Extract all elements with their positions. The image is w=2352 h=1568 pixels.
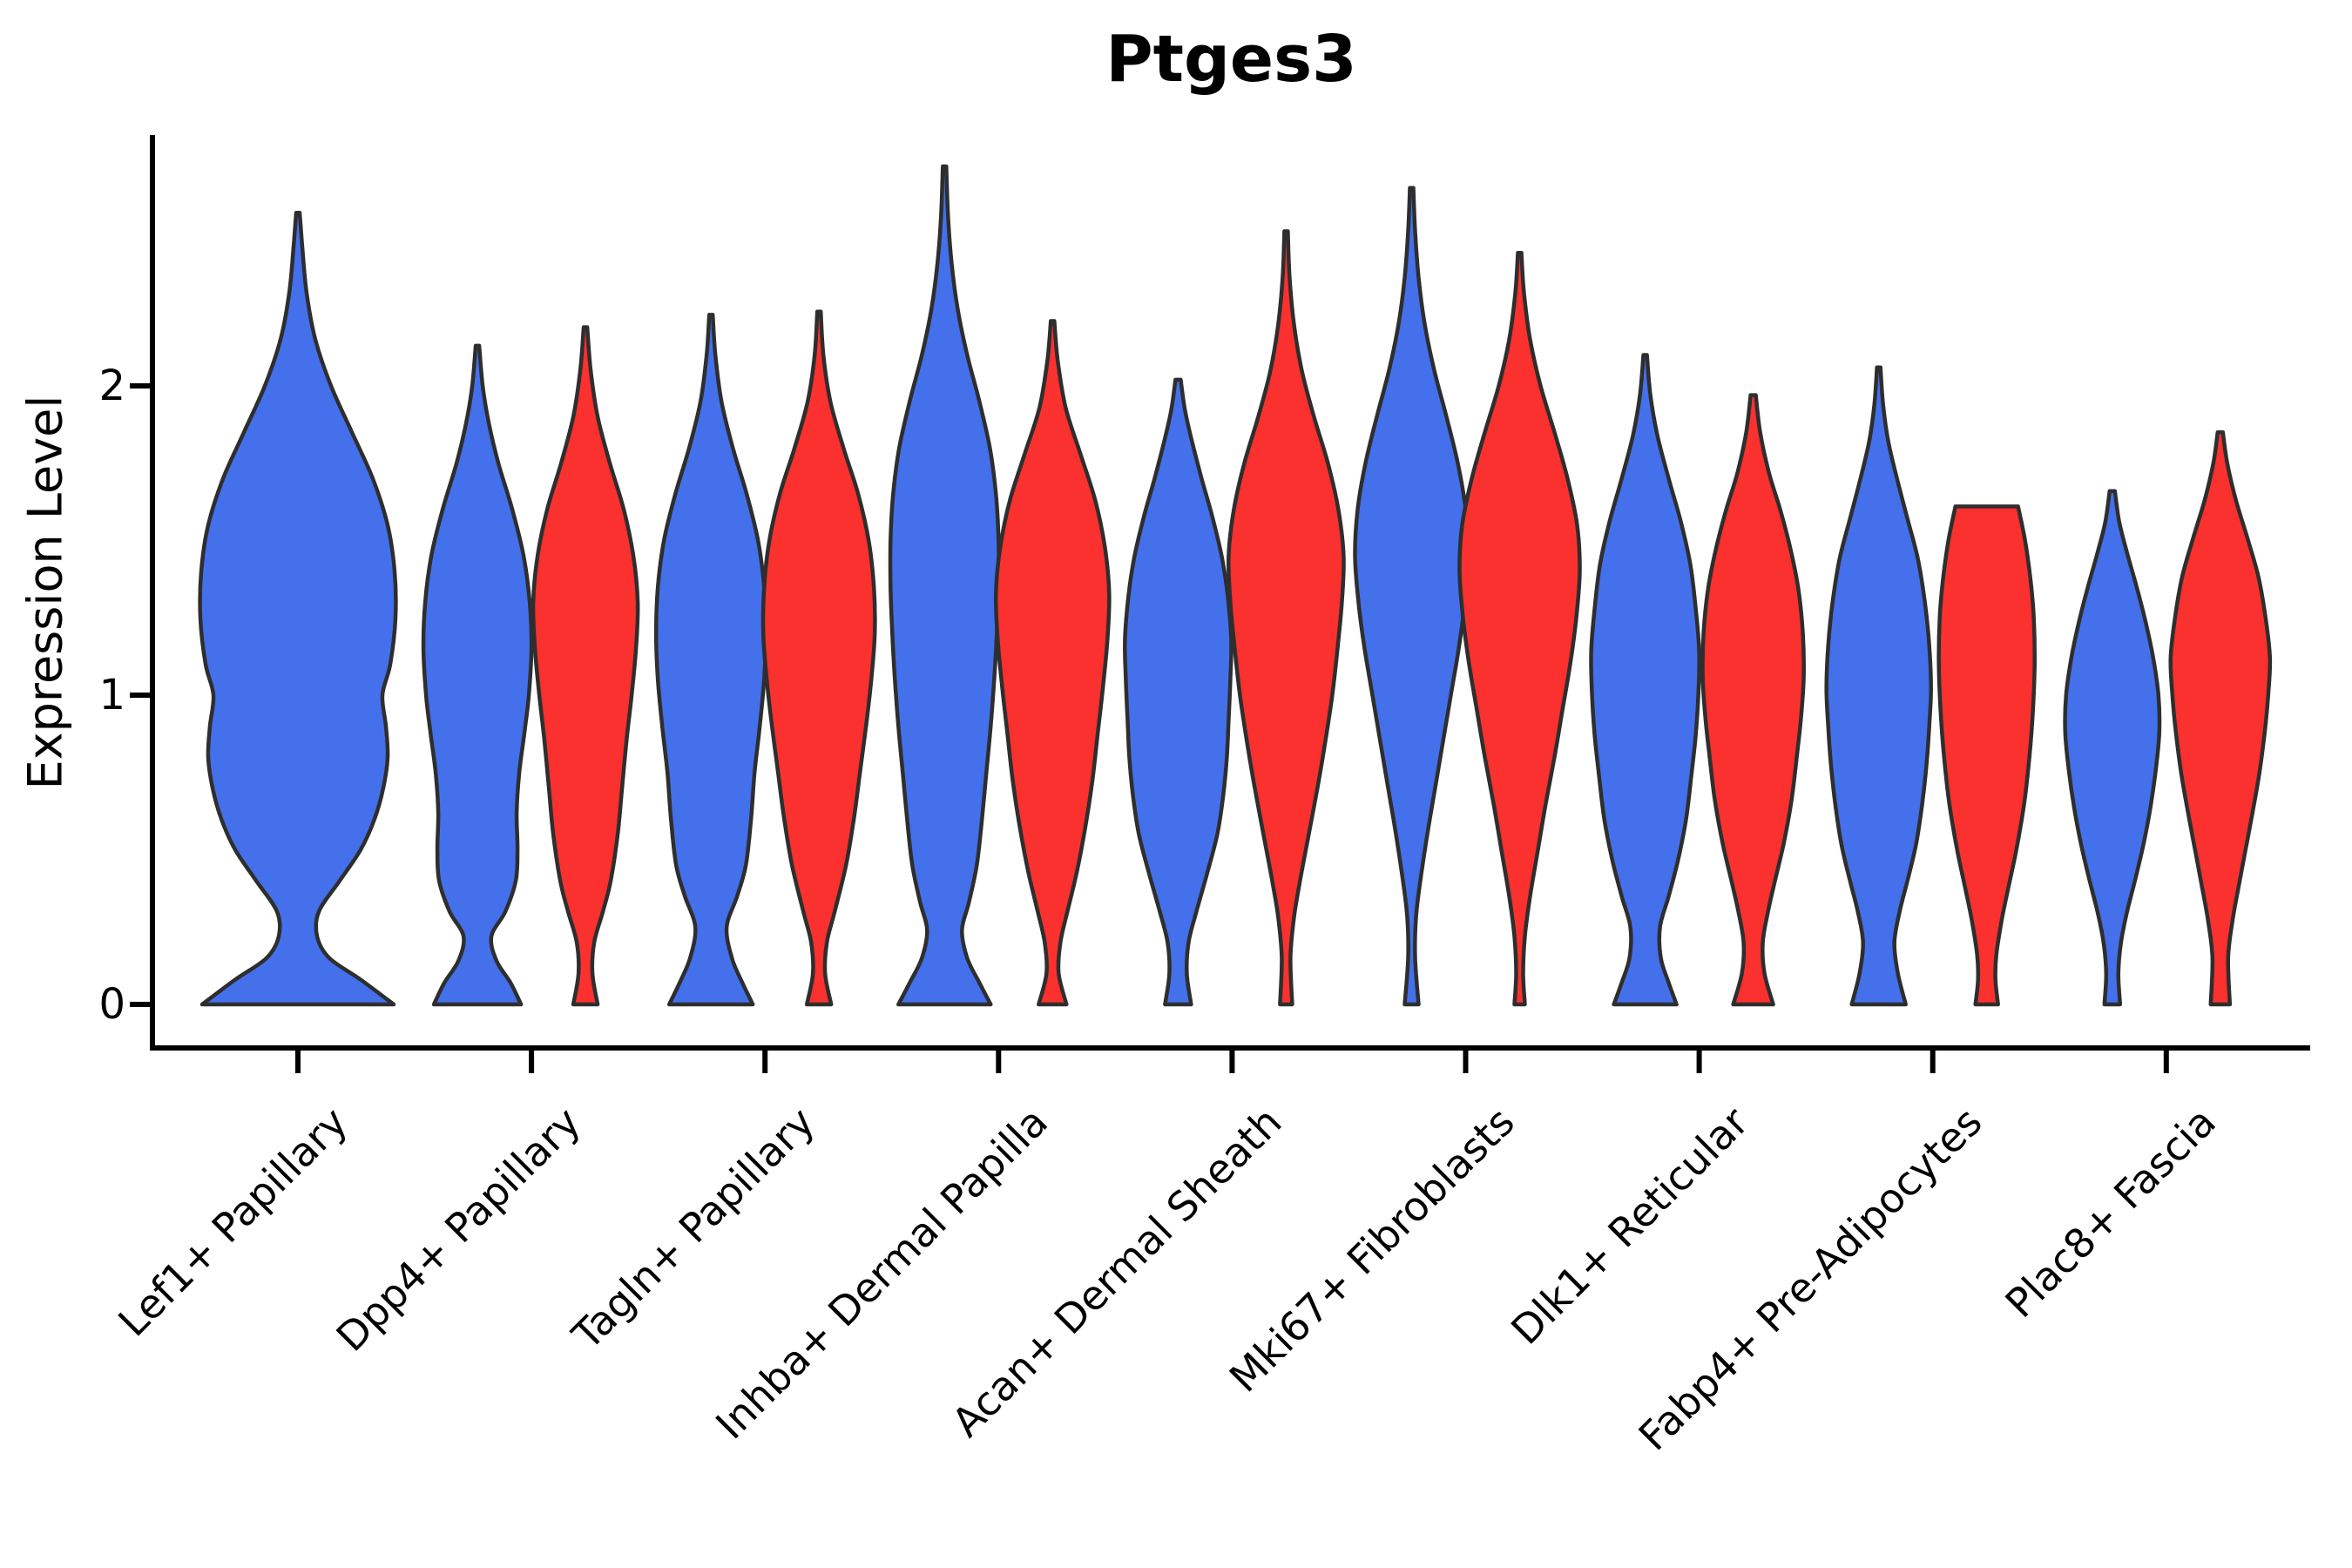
violin-red-2 [760,309,877,1007]
violin-red-1 [531,325,640,1007]
violin-blue-5 [1353,186,1470,1007]
y-tick-label: 0 [98,980,125,1029]
violin-red-5 [1457,251,1582,1007]
chart-title: Ptges3 [1105,22,1357,97]
violin-blue-4 [1123,377,1233,1007]
y-tick-label: 1 [98,671,125,720]
violin-blue-3 [888,164,1001,1007]
violin-blue-7 [1824,365,1933,1007]
y-tick-label: 2 [98,362,125,410]
violin-red-6 [1700,393,1806,1007]
violin-red-4 [1226,229,1346,1007]
violin-red-3 [993,319,1112,1007]
violin-blue-2 [653,313,768,1007]
violin-red-8 [2168,430,2273,1007]
violin-blue-1 [421,343,534,1007]
violin-blue-0 [198,210,398,1007]
violin-blue-6 [1589,353,1702,1007]
violin-red-7 [1936,504,2037,1007]
violin-blue-8 [2063,489,2162,1007]
